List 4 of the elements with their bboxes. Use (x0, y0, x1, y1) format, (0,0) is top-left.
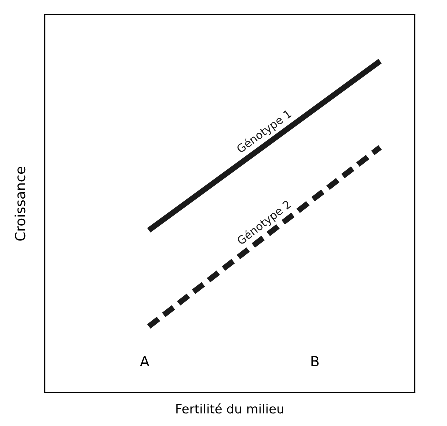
annotation: B (312, 356, 319, 367)
y-axis-title: Croissance (14, 167, 26, 241)
x-axis-title: Fertilité du milieu (176, 404, 284, 414)
annotation: A (140, 356, 150, 367)
